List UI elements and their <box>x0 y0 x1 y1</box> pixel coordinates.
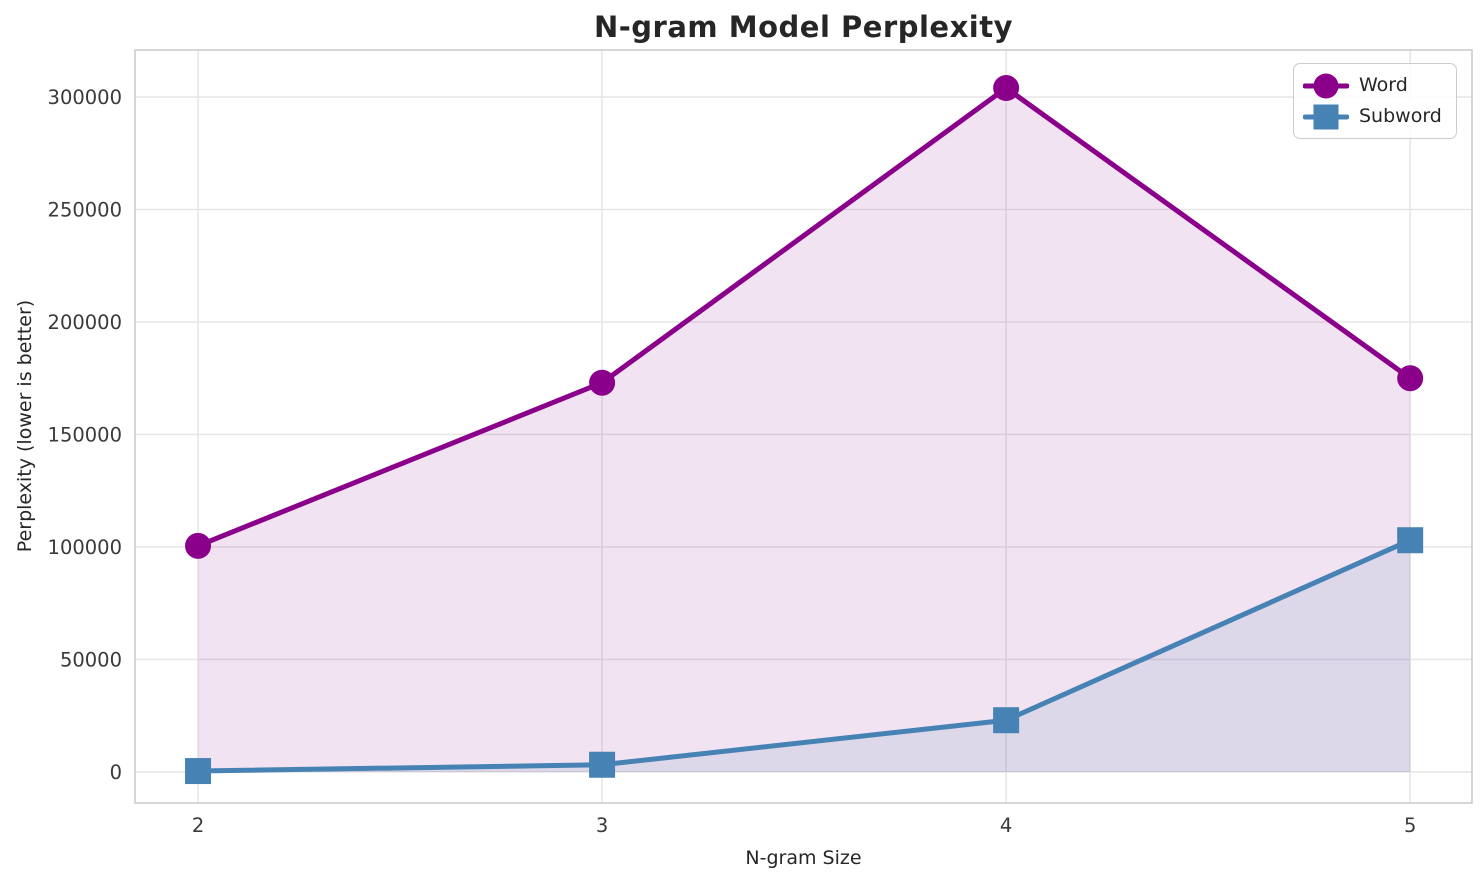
series-word-fill <box>198 88 1411 772</box>
series-subword-point <box>589 751 616 778</box>
y-tick-label: 150000 <box>48 423 122 446</box>
y-tick-label: 200000 <box>48 311 122 334</box>
series-subword-point <box>1397 527 1424 554</box>
series-word-line <box>195 85 1413 549</box>
y-tick-label: 100000 <box>48 536 122 559</box>
series-word-point <box>185 532 212 559</box>
x-tick-label: 2 <box>192 814 204 837</box>
x-tick-label: 5 <box>1404 814 1416 837</box>
series-subword-line <box>195 537 1413 774</box>
legend-item-word: Word <box>1303 71 1442 100</box>
legend: Word Subword <box>1293 63 1457 139</box>
y-tick-label: 0 <box>110 761 122 784</box>
series-subword-point <box>993 707 1020 734</box>
series-word-point <box>589 369 616 396</box>
x-tick-label: 3 <box>596 814 608 837</box>
subword-series-marker-icon <box>1303 104 1349 129</box>
x-axis-label: N-gram Size <box>745 847 862 869</box>
series-subword-point <box>185 758 212 785</box>
x-tick-label: 4 <box>1000 814 1012 837</box>
legend-label-subword: Subword <box>1359 105 1442 127</box>
legend-item-subword: Subword <box>1303 102 1442 131</box>
y-tick-label: 300000 <box>48 86 122 109</box>
series-word-point <box>993 75 1020 102</box>
series-subword-fill <box>198 540 1411 772</box>
chart-title: N-gram Model Perplexity <box>593 10 1013 44</box>
y-tick-label: 50000 <box>60 648 122 671</box>
plot-border <box>134 49 1473 804</box>
y-axis-label: Perplexity (lower is better) <box>14 299 36 553</box>
word-series-marker-icon <box>1303 73 1349 98</box>
y-tick-label: 250000 <box>48 199 122 222</box>
legend-label-word: Word <box>1359 74 1408 96</box>
series-word-point <box>1397 365 1424 392</box>
